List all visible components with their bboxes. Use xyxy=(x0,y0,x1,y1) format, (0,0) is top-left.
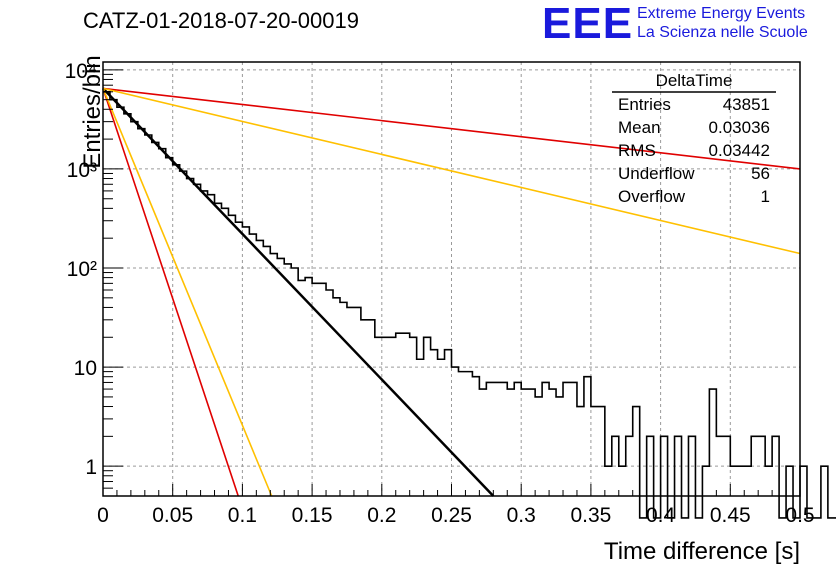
stats-row-value: 0.03442 xyxy=(709,141,770,160)
fit-curve xyxy=(102,87,801,170)
y-axis-label: Entries/bin xyxy=(79,55,106,168)
stats-row-label: Entries xyxy=(618,95,671,114)
stats-row-label: Overflow xyxy=(618,187,686,206)
axis-ticks: 0 0.05 0.1 0.15 0.2 0.25 0.3 0.35 0.4 0.45 0.5 1 10 1… xyxy=(65,60,815,527)
x-tick-label: 0.5 xyxy=(785,504,814,527)
x-tick-label: 0.3 xyxy=(507,504,536,527)
x-tick-label: 0.1 xyxy=(228,504,257,527)
stats-row-value: 56 xyxy=(751,164,770,183)
grid-lines xyxy=(103,62,800,496)
y-tick-label: 10⁴ xyxy=(65,60,97,83)
logo-line-1: Extreme Energy Events xyxy=(637,5,806,22)
y-tick-label: 10 xyxy=(74,357,97,380)
fit-curve xyxy=(102,88,273,497)
stats-title: DeltaTime xyxy=(656,71,733,90)
fit-curve xyxy=(102,87,801,255)
histogram-outline xyxy=(103,91,836,519)
stats-row-value: 43851 xyxy=(723,95,770,114)
y-tick-label: 10³ xyxy=(67,159,97,182)
x-tick-label: 0.2 xyxy=(367,504,396,527)
stats-row-value: 0.03036 xyxy=(709,118,770,137)
fit-curve xyxy=(102,88,239,497)
stats-row-label: Underflow xyxy=(618,164,695,183)
x-tick-label: 0 xyxy=(97,504,109,527)
x-tick-label: 0.4 xyxy=(646,504,676,527)
fit-curve xyxy=(102,87,495,497)
fit-curves xyxy=(102,87,801,497)
stats-row-value: 1 xyxy=(761,187,770,206)
stats-row-label: RMS xyxy=(618,141,656,160)
x-tick-label: 0.25 xyxy=(431,504,472,527)
stats-box: DeltaTime Entries 43851 Mean 0.03036 RMS 0.03… xyxy=(612,71,776,206)
x-tick-label: 0.45 xyxy=(710,504,751,527)
x-axis-label: Time difference [s] xyxy=(604,538,800,565)
page-title: CATZ-01-2018-07-20-00019 xyxy=(83,8,359,33)
x-tick-label: 0.15 xyxy=(292,504,333,527)
x-tick-label: 0.35 xyxy=(570,504,611,527)
stats-row-label: Mean xyxy=(618,118,661,137)
y-tick-label: 10² xyxy=(67,258,97,281)
y-tick-label: 1 xyxy=(85,456,97,479)
logo-mark: EEE xyxy=(542,0,634,48)
logo-line-2: La Scienza nelle Scuole xyxy=(637,24,808,41)
x-tick-label: 0.05 xyxy=(152,504,193,527)
